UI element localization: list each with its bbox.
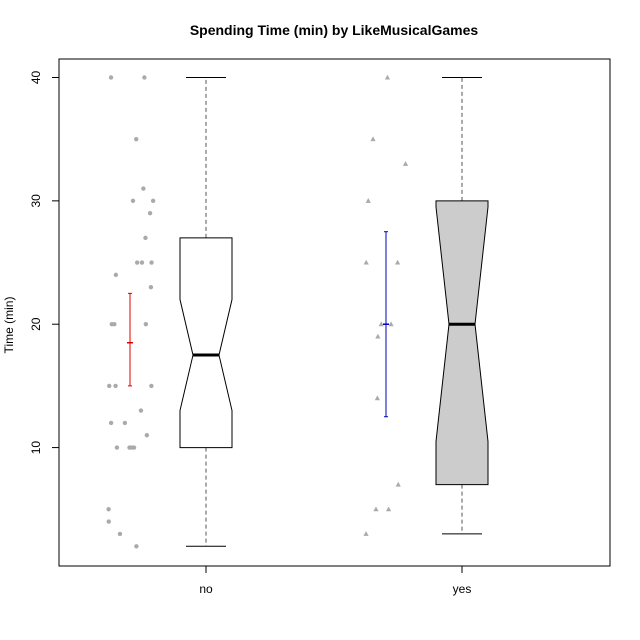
y-tick-label: 40 [29, 71, 43, 85]
data-point [134, 544, 139, 549]
data-point [375, 333, 381, 339]
data-point [402, 161, 409, 166]
data-point [385, 506, 392, 512]
data-point [107, 383, 112, 389]
data-point [388, 321, 394, 327]
notched-box [435, 200, 489, 486]
data-point [134, 136, 139, 142]
data-point [374, 395, 380, 401]
data-point [138, 408, 144, 413]
data-point [143, 235, 148, 241]
data-point [149, 383, 154, 389]
data-point [108, 420, 114, 426]
x-tick-label: yes [453, 582, 472, 596]
data-point [113, 383, 118, 389]
data-point [365, 198, 371, 203]
data-point [141, 186, 146, 191]
data-point [112, 322, 117, 327]
data-point [130, 198, 136, 204]
data-point [149, 260, 154, 265]
data-point [363, 259, 369, 265]
y-tick-label: 30 [29, 194, 43, 208]
data-point [363, 531, 369, 536]
data-point [142, 75, 147, 80]
data-point [373, 506, 379, 512]
data-point [131, 445, 137, 450]
box-group-no [106, 75, 233, 549]
y-tick-label: 10 [29, 441, 43, 455]
data-point [395, 481, 401, 487]
data-point [144, 433, 150, 438]
data-point [143, 322, 149, 327]
y-axis-label: Time (min) [2, 297, 16, 354]
y-tick-label: 20 [29, 317, 43, 331]
plot-layer: 10 20 30 40 no yes [29, 71, 489, 596]
data-point [148, 285, 154, 290]
box-group-yes [363, 74, 489, 536]
notched-box [179, 237, 233, 449]
data-point [108, 75, 114, 80]
chart-title: Spending Time (min) by LikeMusicalGames [190, 22, 479, 38]
data-point [378, 321, 384, 327]
data-point [139, 260, 145, 265]
data-point [106, 507, 111, 512]
data-point [113, 272, 119, 278]
data-point [114, 445, 120, 450]
x-tick-label: no [199, 582, 213, 596]
data-point [106, 519, 111, 524]
data-point [394, 259, 401, 265]
data-point [134, 260, 140, 265]
data-point [150, 198, 156, 204]
data-point [147, 210, 153, 216]
data-point [122, 420, 128, 426]
data-point [384, 74, 391, 80]
data-point [117, 531, 123, 537]
data-point [127, 445, 132, 450]
data-point [370, 136, 376, 142]
